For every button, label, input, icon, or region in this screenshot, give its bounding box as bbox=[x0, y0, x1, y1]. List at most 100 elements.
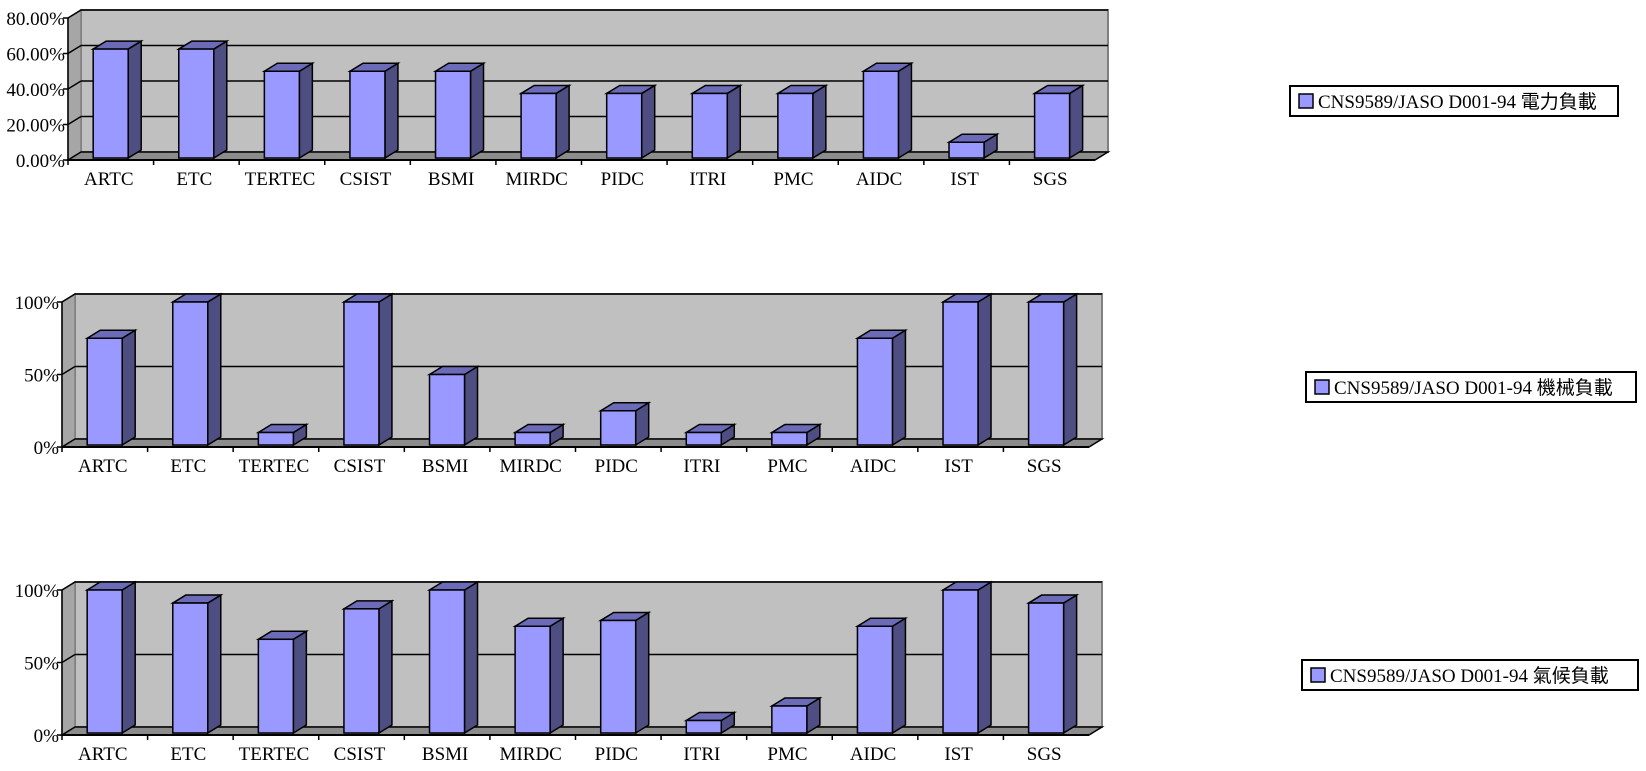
bar-mirdc bbox=[518, 84, 572, 160]
x-tick-label: TERTEC bbox=[239, 744, 310, 765]
bar-front-face bbox=[257, 638, 295, 734]
gridline-side bbox=[67, 9, 82, 19]
y-tick-label: 20.00% bbox=[6, 116, 65, 137]
bar-side-face bbox=[1068, 84, 1084, 160]
bar-bsmi bbox=[426, 365, 481, 447]
bar-front-face bbox=[178, 48, 215, 159]
x-tick-label: IST bbox=[944, 744, 973, 765]
bar-front-face bbox=[343, 608, 380, 734]
bar-front-face bbox=[605, 92, 643, 159]
bar-side-face bbox=[298, 61, 314, 160]
bar-side-face bbox=[292, 629, 308, 735]
bar-front-face bbox=[172, 602, 209, 734]
bar-artc bbox=[84, 328, 138, 447]
bar-artc bbox=[84, 580, 138, 735]
bar-side-face bbox=[378, 599, 393, 735]
bar-front-face bbox=[1027, 301, 1065, 446]
bar-front-face bbox=[434, 70, 472, 159]
x-tick-label: CSIST bbox=[340, 169, 392, 190]
x-tick-label: BSMI bbox=[422, 456, 468, 477]
bar-etc bbox=[170, 593, 224, 735]
bar-side-face bbox=[127, 39, 142, 160]
x-tick-label: CSIST bbox=[334, 744, 386, 765]
gridline-side bbox=[67, 115, 82, 126]
x-tick-label: ARTC bbox=[78, 456, 128, 477]
bar-ist bbox=[940, 580, 994, 735]
y-tick-label: 50% bbox=[24, 654, 59, 675]
bar-ist bbox=[946, 132, 1000, 160]
legend-box bbox=[1301, 659, 1639, 691]
bar-mirdc bbox=[512, 616, 566, 735]
bar-side-face bbox=[812, 84, 827, 160]
y-tick-label: 60.00% bbox=[6, 45, 65, 66]
bar-front-face bbox=[92, 48, 129, 159]
bar-side-face bbox=[1062, 292, 1078, 447]
bar-front-face bbox=[685, 431, 723, 446]
x-tick-label: SGS bbox=[1033, 169, 1068, 190]
y-tick-label: 50% bbox=[24, 366, 59, 387]
x-tick-label: PIDC bbox=[595, 456, 638, 477]
x-tick-label: ARTC bbox=[78, 744, 128, 765]
y-tick-label: 80.00% bbox=[6, 9, 65, 30]
bar-etc bbox=[176, 39, 230, 160]
y-tick-label: 0.00% bbox=[16, 151, 65, 172]
bar-side-face bbox=[378, 292, 393, 447]
bar-sgs bbox=[1031, 84, 1086, 160]
legend-label: CNS9589/JASO D001-94 電力負載 bbox=[1318, 91, 1597, 113]
x-tick-label: PMC bbox=[767, 456, 807, 477]
bar-front-face bbox=[685, 719, 723, 734]
x-tick-label: BSMI bbox=[422, 744, 468, 765]
bar-csist bbox=[341, 292, 395, 447]
x-tick-label: MIRDC bbox=[500, 744, 562, 765]
bar-front-face bbox=[1027, 602, 1065, 734]
bar-chart-3: 0% 50% 100% ARTC ETC TERTEC CSIST BSMI MIRDC PIDC… bbox=[15, 580, 1639, 765]
bar-front-face bbox=[520, 92, 557, 159]
x-tick-label: PIDC bbox=[595, 744, 638, 765]
bar-side-face bbox=[977, 292, 992, 447]
bar-side-face bbox=[463, 580, 479, 735]
bar-side-face bbox=[207, 292, 222, 447]
bar-pmc bbox=[769, 423, 823, 447]
bar-sgs bbox=[1025, 292, 1080, 447]
bar-side-face bbox=[640, 84, 656, 160]
bar-front-face bbox=[862, 70, 900, 159]
x-tick-label: IST bbox=[950, 169, 979, 190]
bar-front-face bbox=[771, 705, 808, 734]
bar-front-face bbox=[856, 337, 894, 446]
bar-aidc bbox=[854, 328, 909, 447]
bar-side-face bbox=[463, 365, 479, 447]
bar-front-face bbox=[599, 619, 637, 734]
y-tick-label: 100% bbox=[15, 293, 60, 314]
x-tick-label: ETC bbox=[170, 456, 206, 477]
bar-front-face bbox=[771, 431, 808, 446]
x-tick-label: ITRI bbox=[683, 456, 720, 477]
y-tick-label: 0% bbox=[34, 726, 60, 747]
bar-artc bbox=[90, 39, 144, 160]
legend-3: CNS9589/JASO D001-94 氣候負載 bbox=[1301, 659, 1639, 691]
gridline-side bbox=[61, 653, 76, 664]
bar-side-face bbox=[213, 39, 228, 160]
bar-itri bbox=[689, 84, 743, 160]
x-tick-label: MIRDC bbox=[506, 169, 568, 190]
x-tick-label: AIDC bbox=[850, 456, 896, 477]
x-tick-label: TERTEC bbox=[239, 456, 310, 477]
bar-bsmi bbox=[426, 580, 481, 735]
legend-swatch bbox=[1310, 667, 1326, 683]
bar-front-face bbox=[86, 337, 123, 446]
bar-tertec bbox=[255, 423, 310, 447]
bar-front-face bbox=[777, 92, 814, 159]
x-tick-label: CSIST bbox=[334, 456, 386, 477]
bar-pidc bbox=[598, 611, 652, 735]
legend-1: CNS9589/JASO D001-94 電力負載 bbox=[1289, 85, 1619, 117]
bar-chart-2: 0% 50% 100% ARTC ETC TERTEC CSIST BSMI MIRDC PIDC… bbox=[15, 292, 1637, 477]
bar-front-face bbox=[263, 70, 301, 159]
bar-side-face bbox=[555, 84, 570, 160]
bar-csist bbox=[341, 599, 395, 735]
bar-side-face bbox=[897, 61, 913, 160]
bar-side-face bbox=[121, 580, 136, 735]
x-tick-label: TERTEC bbox=[245, 169, 316, 190]
x-tick-label: ETC bbox=[176, 169, 212, 190]
bar-front-face bbox=[942, 589, 979, 734]
bar-sgs bbox=[1025, 593, 1080, 735]
